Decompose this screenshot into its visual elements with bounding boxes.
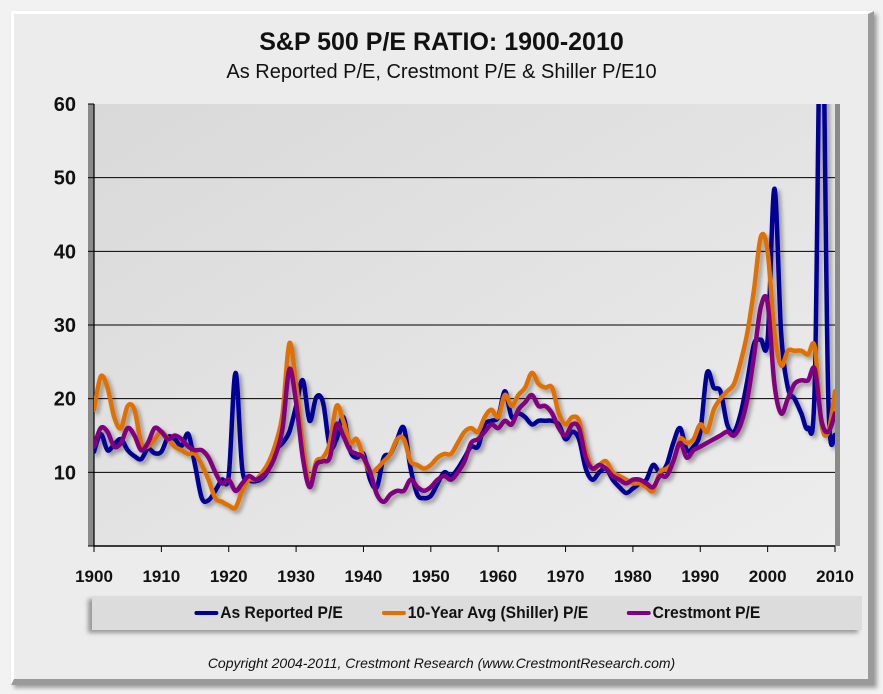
x-tick-label: 1910 (142, 567, 180, 586)
legend: As Reported P/E 10-Year Avg (Shiller) P/… (92, 596, 862, 630)
x-tick-label: 1920 (210, 567, 248, 586)
x-tick-label: 1980 (614, 567, 652, 586)
x-tick-label: 1960 (479, 567, 517, 586)
series-line-crestmont (94, 293, 835, 505)
series-line-shiller (94, 231, 835, 511)
x-tick-label: 2000 (749, 567, 787, 586)
legend-swatch-shiller (381, 611, 406, 615)
x-tick-label: 1930 (277, 567, 315, 586)
y-tick-label: 20 (54, 389, 76, 411)
x-tick-label: 1970 (547, 567, 585, 586)
x-tick-label: 1940 (345, 567, 383, 586)
legend-swatch-crestmont (626, 611, 651, 615)
plot-right-shadow (835, 104, 840, 546)
legend-label-shiller: 10-Year Avg (Shiller) P/E (407, 603, 589, 622)
copyright-text: Copyright 2004-2011, Crestmont Research … (207, 655, 676, 671)
legend-swatch-as-reported (194, 611, 219, 615)
chart-subtitle: As Reported P/E, Crestmont P/E & Shiller… (226, 61, 657, 83)
legend-item-crestmont: Crestmont P/E (626, 603, 761, 623)
x-tick-label: 1900 (75, 567, 113, 586)
legend-label-crestmont: Crestmont P/E (652, 603, 761, 622)
y-tick-label: 50 (54, 168, 76, 190)
chart-title: S&P 500 P/E RATIO: 1900-2010 (259, 28, 624, 56)
series-line-as-reported (94, 104, 835, 505)
x-tick-label: 1950 (412, 567, 450, 586)
legend-item-as-reported: As Reported P/E (194, 603, 342, 623)
x-tick-label: 2010 (816, 567, 854, 586)
y-tick-label: 60 (54, 94, 76, 116)
y-tick-label: 10 (54, 462, 76, 484)
y-tick-label: 30 (54, 315, 76, 337)
y-tick-label: 40 (54, 241, 76, 263)
legend-label-as-reported: As Reported P/E (219, 603, 343, 622)
legend-item-shiller: 10-Year Avg (Shiller) P/E (381, 603, 589, 623)
x-tick-label: 1990 (681, 567, 719, 586)
